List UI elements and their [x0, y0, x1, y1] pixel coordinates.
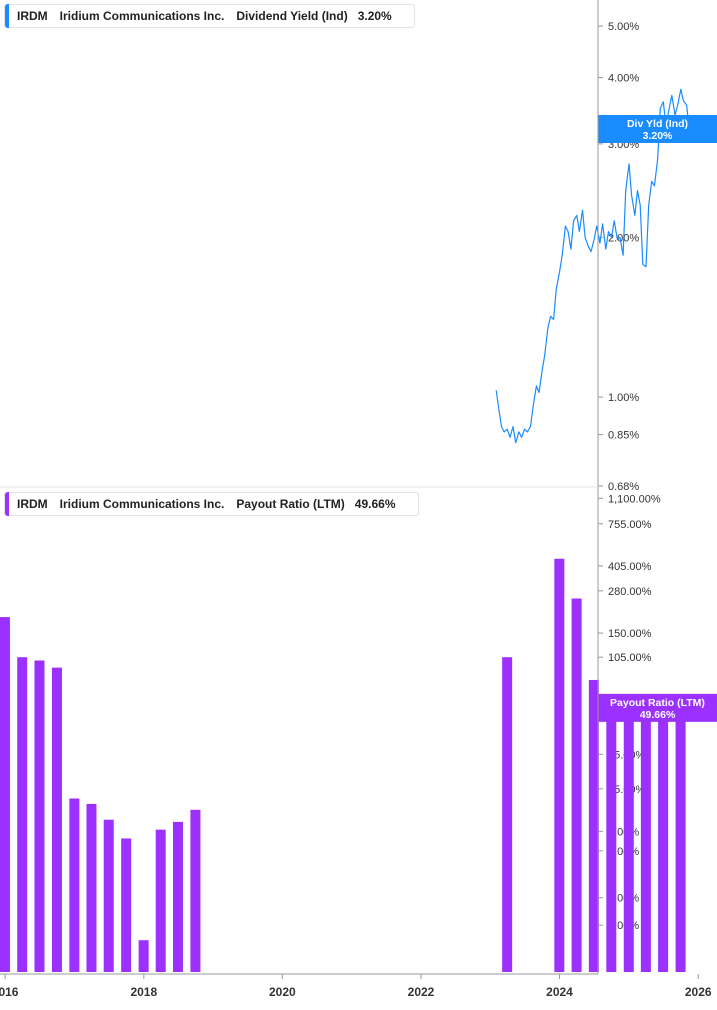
payout-y-tick-label: 1,100.00% — [608, 493, 661, 505]
payout-legend-company: Iridium Communications Inc. — [59, 497, 225, 511]
payout-bar — [640, 702, 651, 972]
payout-bar — [588, 679, 599, 972]
yield-legend-ticker: IRDM — [17, 9, 48, 23]
payout-bar — [138, 940, 149, 972]
payout-bar — [17, 657, 28, 972]
payout-bar — [69, 798, 80, 972]
payout-legend-value: 49.66% — [354, 497, 396, 511]
payout-legend[interactable]: IRDM Iridium Communications Inc. Payout … — [4, 492, 419, 516]
yield-badge — [598, 114, 717, 143]
x-tick-label: 2016 — [0, 985, 19, 999]
payout-legend-swatch — [5, 492, 9, 516]
payout-bar — [172, 821, 183, 972]
payout-y-tick-label: 105.00% — [608, 652, 652, 664]
yield-badge-label: Div Yld (Ind) — [627, 118, 688, 130]
yield-legend-metric: Dividend Yield (Ind) — [236, 9, 348, 23]
payout-legend-metric: Payout Ratio (LTM) — [236, 497, 345, 511]
payout-bar — [0, 617, 10, 972]
payout-bar — [554, 558, 565, 972]
payout-y-tick-label: 405.00% — [608, 561, 652, 573]
x-tick-label: 2020 — [269, 985, 296, 999]
payout-bar — [658, 700, 669, 972]
payout-y-tick-label: 280.00% — [608, 586, 652, 598]
payout-bar — [34, 660, 45, 972]
payout-bar — [606, 697, 617, 972]
payout-bar — [103, 819, 114, 972]
yield-legend[interactable]: IRDM Iridium Communications Inc. Dividen… — [4, 4, 415, 28]
payout-bar — [623, 697, 634, 972]
payout-legend-ticker: IRDM — [17, 497, 48, 511]
yield-y-tick-label: 0.85% — [608, 430, 639, 442]
payout-bar — [675, 704, 686, 972]
payout-bar — [571, 598, 582, 972]
payout-bar — [86, 803, 97, 972]
yield-y-tick-label: 5.00% — [608, 21, 639, 33]
yield-y-tick-label: 4.00% — [608, 73, 639, 85]
x-tick-label: 2026 — [685, 985, 712, 999]
payout-badge-label: Payout Ratio (LTM) — [610, 697, 705, 709]
payout-bar — [51, 667, 62, 972]
payout-bar — [121, 838, 132, 972]
yield-y-tick-label: 0.68% — [608, 481, 639, 493]
x-tick-label: 2018 — [130, 985, 157, 999]
payout-badge — [598, 693, 717, 722]
payout-bar — [155, 829, 166, 972]
yield-legend-value: 3.20% — [357, 9, 392, 23]
x-tick-label: 2024 — [546, 985, 573, 999]
payout-y-tick-label: 150.00% — [608, 628, 652, 640]
payout-bar — [190, 809, 201, 972]
payout-bar — [502, 657, 513, 972]
yield-y-tick-label: 1.00% — [608, 392, 639, 404]
yield-legend-company: Iridium Communications Inc. — [59, 9, 225, 23]
yield-badge-value: 3.20% — [643, 130, 673, 142]
payout-y-tick-label: 755.00% — [608, 519, 652, 531]
yield-legend-swatch — [5, 4, 9, 28]
x-tick-label: 2022 — [408, 985, 435, 999]
payout-badge-value: 49.66% — [640, 709, 676, 721]
